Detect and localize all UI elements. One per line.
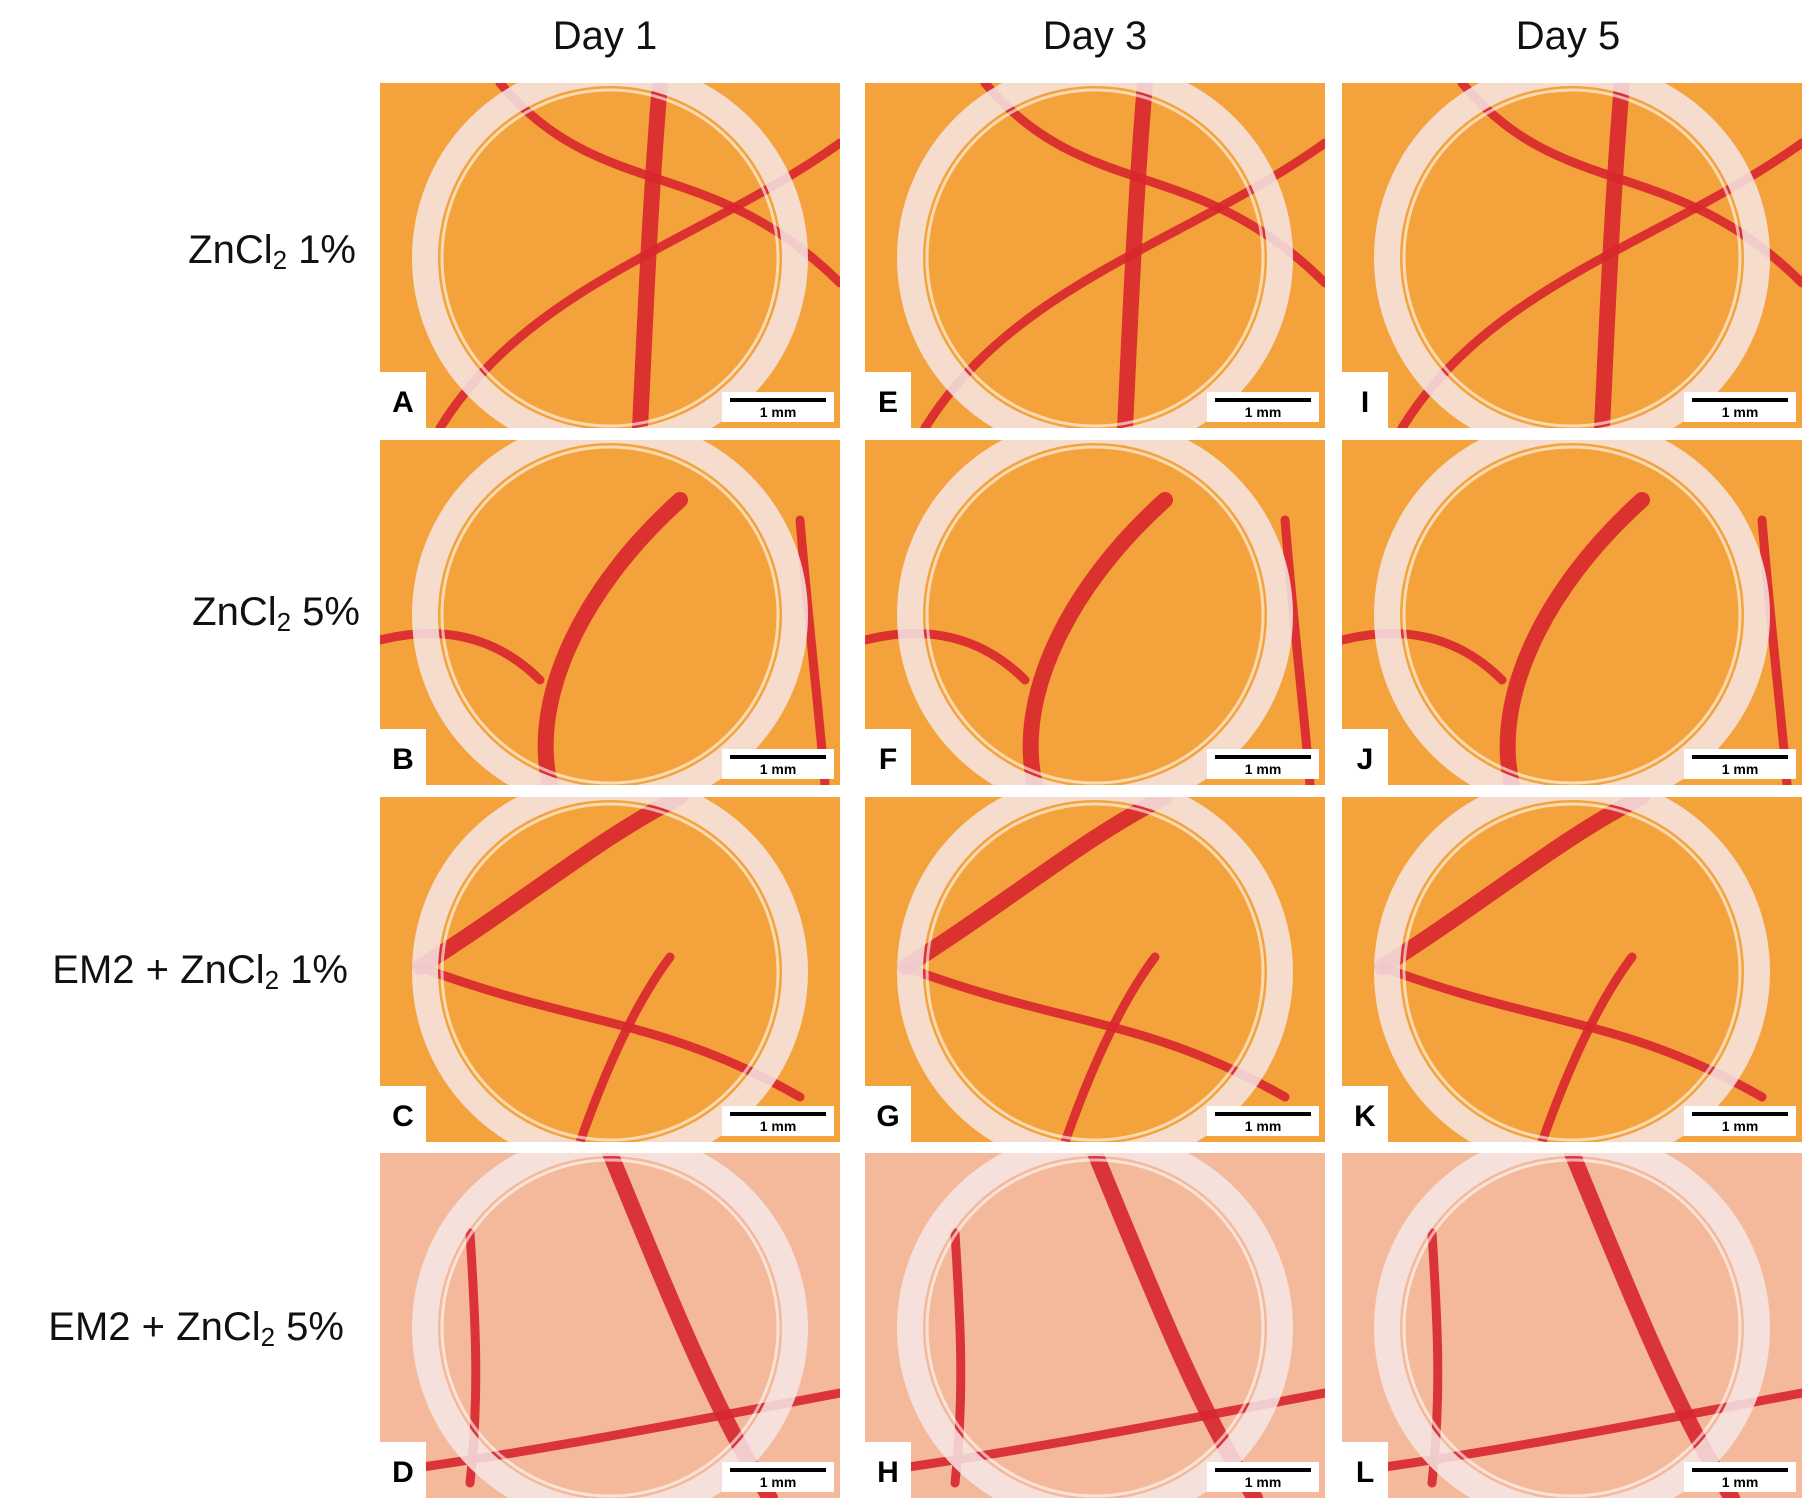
scale-bar-line [1692, 755, 1788, 759]
micrograph-panel-i: I 1 mm [1342, 83, 1802, 428]
tissue-image [865, 83, 1325, 428]
row-label-zncl2-5: ZnCl2 5% [192, 590, 360, 637]
scale-bar: 1 mm [1207, 1106, 1319, 1136]
panel-letter: I [1342, 372, 1388, 428]
panel-letter: L [1342, 1442, 1388, 1498]
tissue-image [1342, 797, 1802, 1142]
tissue-image [380, 1153, 840, 1498]
scale-bar: 1 mm [1684, 392, 1796, 422]
micrograph-panel-c: C 1 mm [380, 797, 840, 1142]
scale-bar-line [730, 755, 826, 759]
micrograph-panel-a: A 1 mm [380, 83, 840, 428]
tissue-image [1342, 1153, 1802, 1498]
scale-bar-label: 1 mm [1244, 404, 1282, 420]
scale-bar-label: 1 mm [1721, 404, 1759, 420]
tissue-image [380, 797, 840, 1142]
scale-bar-label: 1 mm [759, 1474, 797, 1490]
scale-bar-label: 1 mm [1244, 761, 1282, 777]
scale-bar-line [1692, 1468, 1788, 1472]
row-label-em2-zncl2-5: EM2 + ZnCl2 5% [48, 1305, 344, 1352]
column-header-day-3: Day 3 [1042, 14, 1148, 58]
scale-bar-line [1692, 1112, 1788, 1116]
panel-letter: F [865, 729, 911, 785]
scale-bar-line [730, 1112, 826, 1116]
panel-letter: A [380, 372, 426, 428]
scale-bar: 1 mm [1684, 749, 1796, 779]
micrograph-panel-g: G 1 mm [865, 797, 1325, 1142]
scale-bar-line [730, 1468, 826, 1472]
tissue-image [865, 1153, 1325, 1498]
micrograph-panel-l: L 1 mm [1342, 1153, 1802, 1498]
panel-letter: C [380, 1086, 426, 1142]
panel-letter: H [865, 1442, 911, 1498]
scale-bar: 1 mm [1207, 392, 1319, 422]
scale-bar-label: 1 mm [759, 761, 797, 777]
column-header-day-5: Day 5 [1515, 14, 1621, 58]
micrograph-panel-d: D 1 mm [380, 1153, 840, 1498]
micrograph-panel-e: E 1 mm [865, 83, 1325, 428]
scale-bar-line [1215, 1112, 1311, 1116]
micrograph-panel-f: F 1 mm [865, 440, 1325, 785]
scale-bar: 1 mm [722, 1106, 834, 1136]
panel-letter: E [865, 372, 911, 428]
scale-bar-line [730, 398, 826, 402]
tissue-image [380, 440, 840, 785]
scale-bar-label: 1 mm [759, 404, 797, 420]
micrograph-panel-k: K 1 mm [1342, 797, 1802, 1142]
panel-letter: B [380, 729, 426, 785]
scale-bar: 1 mm [722, 392, 834, 422]
scale-bar: 1 mm [1684, 1106, 1796, 1136]
panel-letter: G [865, 1086, 911, 1142]
row-label-zncl2-1: ZnCl2 1% [188, 228, 356, 275]
tissue-image [1342, 83, 1802, 428]
scale-bar-label: 1 mm [759, 1118, 797, 1134]
scale-bar-label: 1 mm [1721, 761, 1759, 777]
tissue-image [380, 83, 840, 428]
scale-bar-line [1215, 755, 1311, 759]
row-label-em2-zncl2-1: EM2 + ZnCl2 1% [52, 948, 348, 995]
tissue-image [865, 440, 1325, 785]
micrograph-panel-j: J 1 mm [1342, 440, 1802, 785]
scale-bar-line [1692, 398, 1788, 402]
scale-bar: 1 mm [722, 749, 834, 779]
scale-bar-label: 1 mm [1244, 1474, 1282, 1490]
micrograph-panel-b: B 1 mm [380, 440, 840, 785]
tissue-image [865, 797, 1325, 1142]
micrograph-panel-h: H 1 mm [865, 1153, 1325, 1498]
scale-bar: 1 mm [1207, 1462, 1319, 1492]
scale-bar-label: 1 mm [1721, 1118, 1759, 1134]
panel-letter: K [1342, 1086, 1388, 1142]
scale-bar-line [1215, 1468, 1311, 1472]
column-header-day-1: Day 1 [552, 14, 658, 58]
scale-bar: 1 mm [722, 1462, 834, 1492]
tissue-image [1342, 440, 1802, 785]
scale-bar: 1 mm [1207, 749, 1319, 779]
scale-bar-label: 1 mm [1721, 1474, 1759, 1490]
scale-bar-label: 1 mm [1244, 1118, 1282, 1134]
panel-letter: J [1342, 729, 1388, 785]
scale-bar-line [1215, 398, 1311, 402]
panel-letter: D [380, 1442, 426, 1498]
scale-bar: 1 mm [1684, 1462, 1796, 1492]
